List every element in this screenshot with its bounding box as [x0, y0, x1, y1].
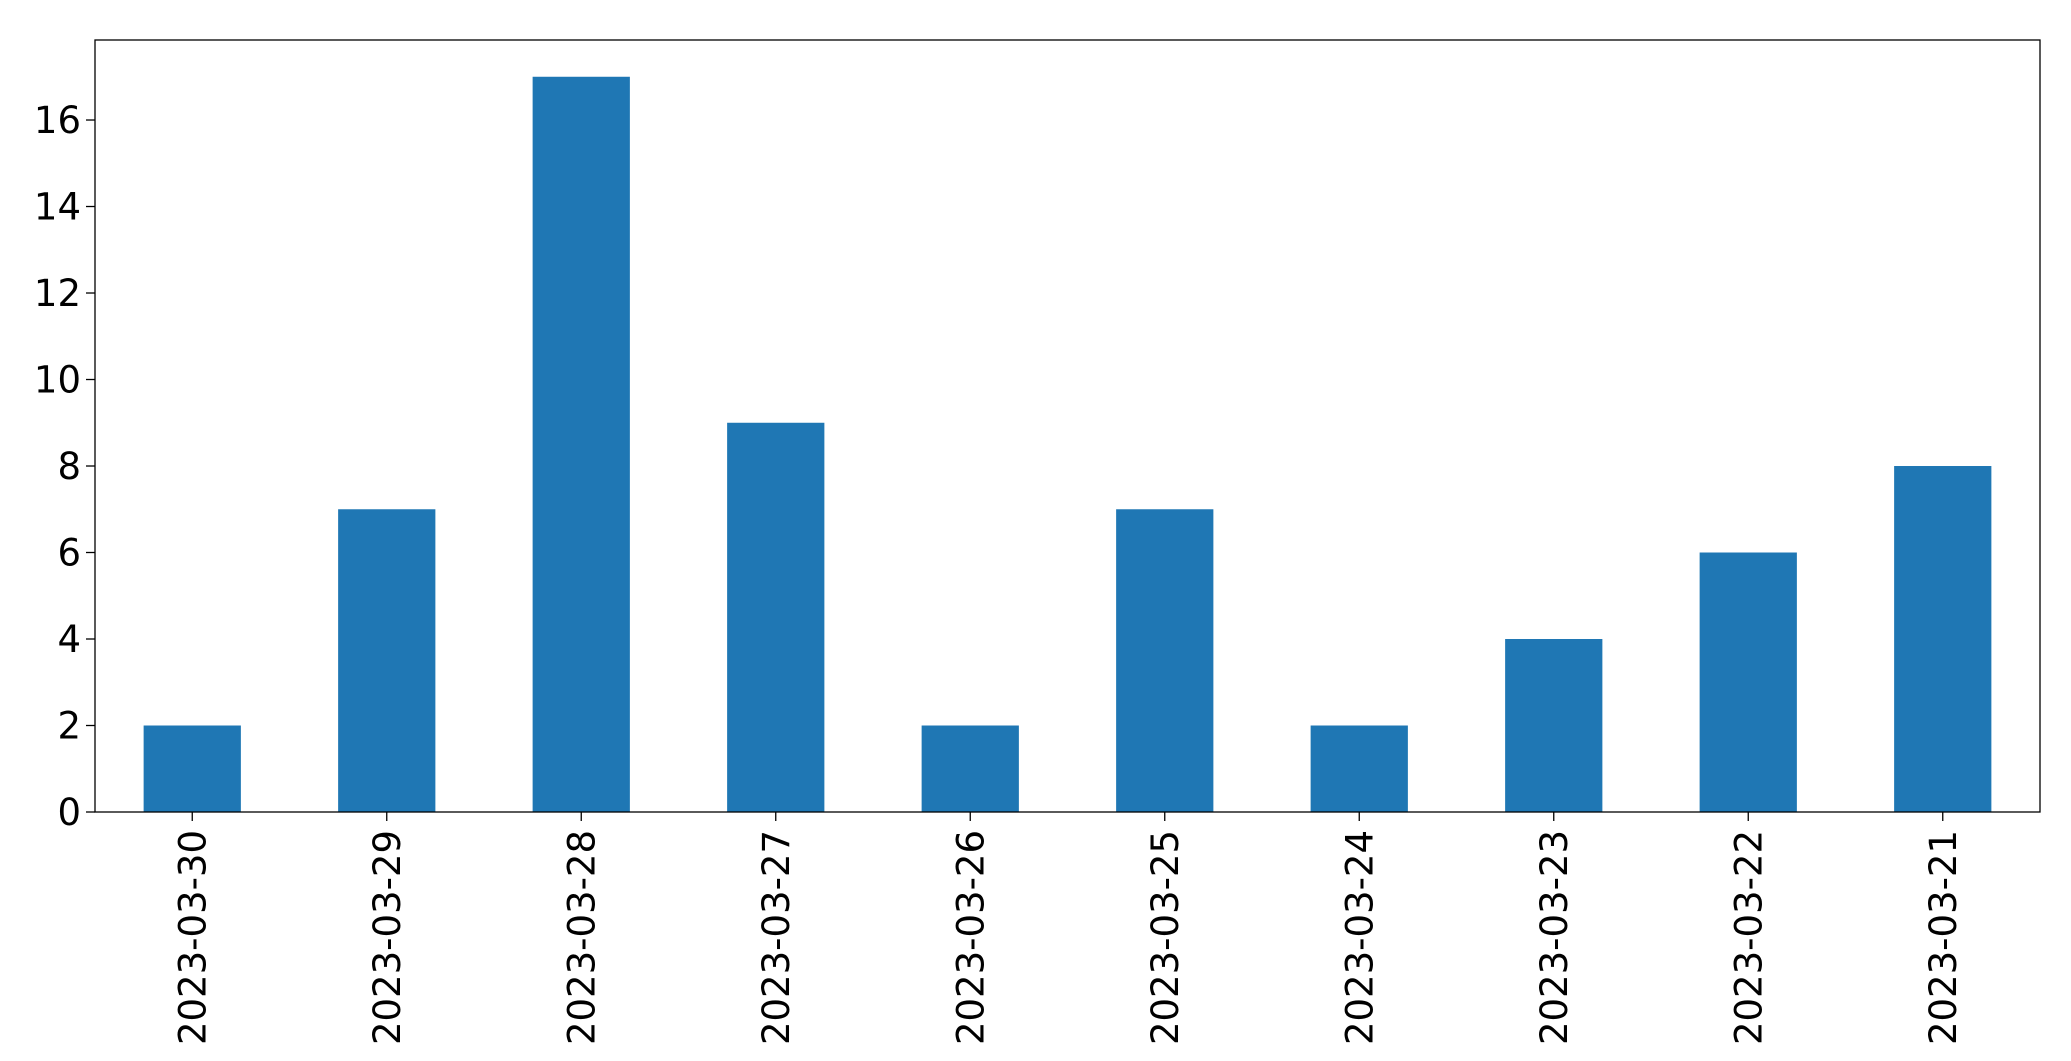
bar-2023-03-25	[1116, 509, 1214, 812]
bar-2023-03-27	[727, 422, 825, 812]
y-tick-label: 14	[34, 186, 81, 229]
bars-group	[143, 76, 1992, 812]
x-tick-label: 2023-03-21	[1922, 830, 1965, 1045]
x-tick-label: 2023-03-27	[755, 830, 798, 1045]
y-tick-label: 6	[57, 532, 81, 575]
bar-2023-03-24	[1310, 725, 1408, 812]
bar-2023-03-28	[532, 76, 630, 812]
bar-2023-03-30	[143, 725, 241, 812]
bar-2023-03-22	[1699, 552, 1797, 812]
y-tick-label: 10	[34, 359, 81, 402]
x-tick-label: 2023-03-25	[1144, 830, 1187, 1045]
x-tick-label: 2023-03-22	[1727, 830, 1770, 1045]
y-tick-label: 16	[34, 99, 81, 142]
bar-2023-03-23	[1505, 639, 1603, 812]
y-tick-label: 0	[57, 791, 81, 834]
y-tick-label: 12	[34, 272, 81, 315]
bar-2023-03-26	[921, 725, 1019, 812]
x-tick-label: 2023-03-26	[949, 830, 992, 1045]
x-axis: 2023-03-30 2023-03-29 2023-03-28 2023-03-27…	[171, 812, 1965, 1045]
y-tick-label: 4	[57, 618, 81, 661]
x-tick-label: 2023-03-23	[1533, 830, 1576, 1045]
y-axis: 0 2 4 6 8 10 12 14 16	[34, 99, 95, 834]
x-tick-label: 2023-03-30	[171, 830, 214, 1045]
y-tick-label: 8	[57, 445, 81, 488]
bar-2023-03-29	[338, 509, 436, 812]
x-tick-label: 2023-03-24	[1338, 830, 1381, 1045]
plot-frame	[94, 39, 2041, 813]
y-tick-label: 2	[57, 705, 81, 748]
bar-2023-03-21	[1894, 466, 1992, 812]
x-tick-label: 2023-03-28	[560, 830, 603, 1045]
x-tick-label: 2023-03-29	[366, 830, 409, 1045]
